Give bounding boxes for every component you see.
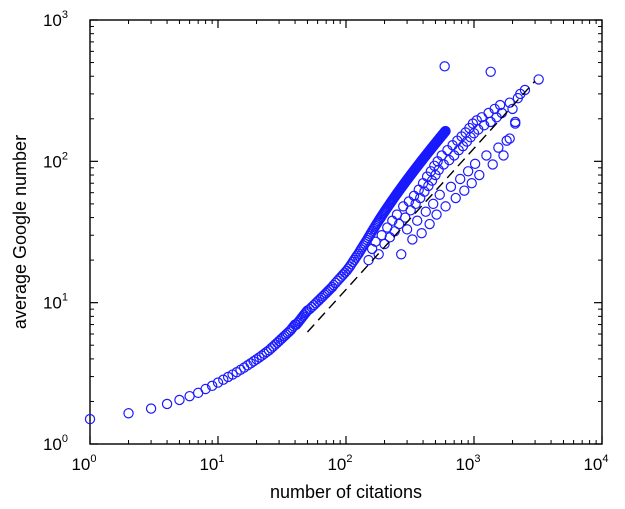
data-point	[440, 125, 451, 137]
x-tick-exponent: 1	[218, 453, 224, 465]
data-point	[459, 185, 470, 196]
x-tick-label: 103	[455, 453, 480, 474]
data-point	[439, 61, 450, 72]
data-point	[123, 408, 134, 419]
data-point	[498, 150, 509, 161]
data-point	[440, 201, 451, 212]
data-point	[462, 166, 474, 177]
data-point	[504, 97, 515, 108]
x-tick-exponent: 3	[474, 453, 480, 465]
data-point	[413, 184, 424, 195]
data-point	[474, 169, 485, 181]
data-point	[423, 180, 434, 192]
y-tick-exponent: 2	[62, 150, 68, 162]
data-point	[200, 383, 211, 395]
data-point	[493, 142, 504, 153]
data-point	[405, 205, 416, 216]
data-point	[417, 178, 429, 189]
data-point	[337, 269, 349, 280]
data-point	[174, 394, 185, 406]
y-tick-exponent: 0	[62, 433, 68, 445]
y-tick-exponent: 1	[62, 292, 68, 304]
data-point	[445, 181, 457, 193]
data-point	[504, 133, 515, 144]
x-tick-label: 100	[71, 453, 96, 474]
data-point	[184, 390, 195, 402]
x-tick-exponent: 4	[602, 453, 608, 465]
y-tick-label: 102	[43, 150, 68, 171]
data-point	[533, 74, 544, 85]
data-point	[336, 271, 347, 282]
data-point	[84, 413, 96, 425]
y-axis-label: average Google number	[10, 135, 30, 329]
data-point	[466, 178, 477, 189]
data-point	[434, 189, 445, 200]
data-point	[251, 354, 262, 365]
x-axis-label: number of citations	[270, 482, 422, 502]
data-point	[161, 398, 173, 410]
data-point	[469, 158, 481, 170]
x-tick-label: 101	[199, 453, 224, 474]
data-point	[467, 118, 479, 129]
y-tick-exponent: 3	[62, 9, 68, 21]
y-tick-label: 100	[43, 433, 68, 454]
data-point	[308, 299, 319, 311]
data-point	[212, 377, 224, 388]
data-point	[507, 103, 518, 115]
data-point	[312, 296, 323, 307]
x-tick-exponent: 0	[90, 453, 96, 465]
data-point	[485, 66, 496, 78]
data-point	[430, 169, 441, 181]
y-tick-label: 101	[43, 292, 68, 313]
data-point	[416, 228, 427, 239]
x-tick-label: 104	[583, 453, 608, 474]
data-point	[427, 198, 439, 210]
data-point	[384, 232, 396, 243]
data-point	[415, 192, 426, 204]
data-point	[399, 212, 411, 223]
data-point	[206, 380, 218, 392]
data-point	[412, 215, 423, 226]
y-tick-label: 103	[43, 9, 68, 30]
data-point	[420, 206, 431, 217]
data-point	[519, 84, 531, 96]
data-point	[248, 356, 259, 367]
data-point	[270, 339, 281, 350]
data-point	[510, 116, 521, 128]
data-point	[396, 249, 407, 260]
x-axis: 100 101 102 103 104	[71, 20, 609, 474]
x-tick-label: 102	[327, 453, 352, 474]
data-point	[501, 135, 512, 146]
fit-line	[306, 80, 536, 333]
data-point	[379, 238, 390, 250]
x-tick-exponent: 2	[346, 453, 352, 465]
data-point	[310, 298, 321, 309]
data-point	[487, 159, 498, 170]
data-point	[450, 192, 461, 204]
data-point	[454, 173, 466, 185]
data-point	[407, 234, 418, 245]
data-point	[393, 218, 405, 230]
data-point	[373, 249, 384, 260]
data-point	[481, 150, 492, 161]
data-point	[431, 209, 442, 220]
plot-frame	[89, 19, 603, 445]
data-point	[478, 120, 490, 131]
data-point	[494, 99, 506, 111]
fit-line-group	[306, 80, 536, 333]
data-point	[426, 175, 438, 186]
data-point	[401, 224, 413, 235]
data-point	[145, 403, 157, 414]
data-marks	[84, 61, 544, 425]
data-point	[424, 218, 435, 230]
